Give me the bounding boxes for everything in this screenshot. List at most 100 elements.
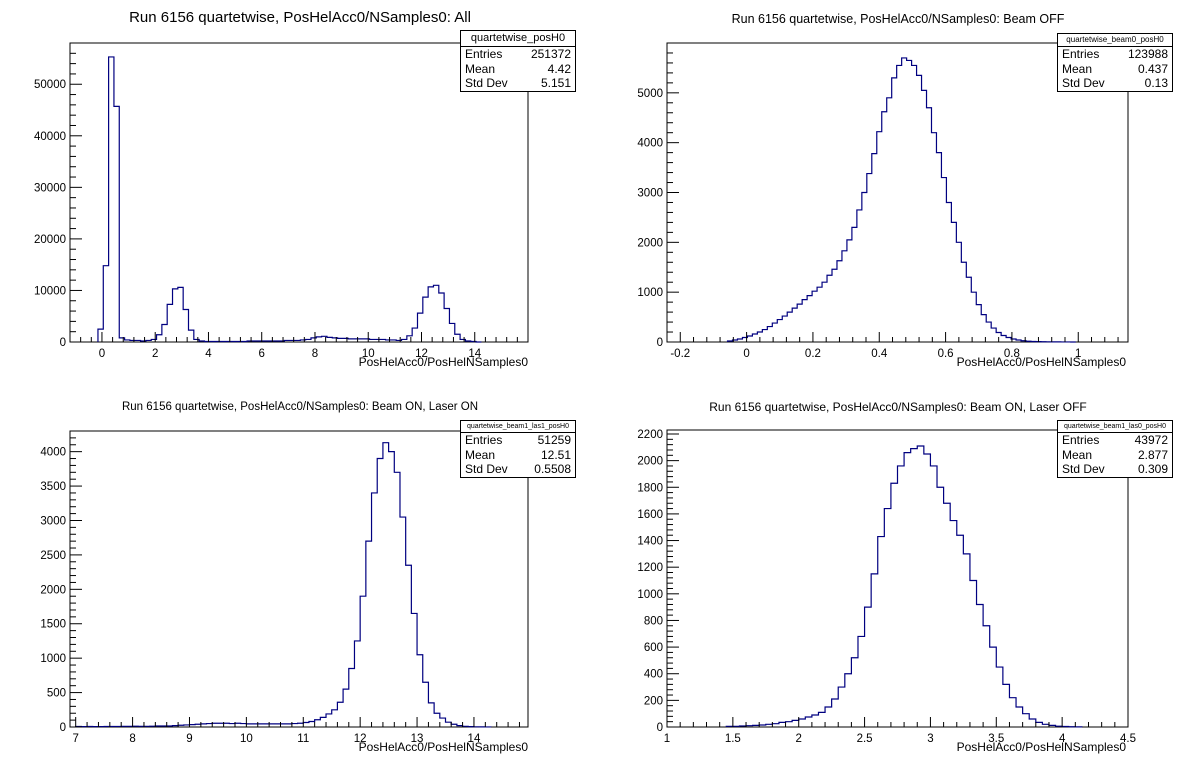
histogram-bin <box>428 703 434 727</box>
histogram-bin <box>827 275 832 342</box>
histogram-bin <box>366 541 372 727</box>
x-tick-label: 14 <box>468 348 481 360</box>
x-axis: 1 1.5 2 2.5 3 3.5 4 4.5 <box>664 717 1136 745</box>
histogram-bin <box>892 78 897 342</box>
x-tick-label: 0 <box>99 348 105 360</box>
stats-stddev-label: Std Dev <box>465 76 508 90</box>
histogram-bin <box>162 324 167 342</box>
histogram-bin <box>109 57 114 342</box>
y-tick-label: 2500 <box>40 550 66 562</box>
histogram-bin <box>157 335 162 342</box>
histogram-bins <box>728 58 1071 342</box>
x-tick-label: 0.8 <box>1004 348 1020 360</box>
histogram-bin <box>406 565 412 727</box>
histogram-bin <box>922 90 927 342</box>
x-tick-label: 2.5 <box>857 733 873 745</box>
stats-entries-value: 251372 <box>530 47 571 61</box>
histogram-bin <box>944 503 951 727</box>
histogram-bin <box>337 702 343 727</box>
histogram-plot: 0 10000 20000 30000 40000 50000 0 2 4 6 8 10 12 14 <box>34 42 529 360</box>
histogram-bin <box>178 287 183 342</box>
histogram-bin <box>867 174 872 342</box>
stats-entries-label: Entries <box>1062 433 1100 447</box>
x-tick-label: 3 <box>927 733 933 745</box>
x-tick-label: 1 <box>664 733 670 745</box>
histogram-outline <box>75 442 492 728</box>
x-tick-label: 0.2 <box>805 348 821 360</box>
histogram-bin <box>119 338 124 342</box>
x-tick-label: 13 <box>411 733 424 745</box>
x-axis-label: PosHelAcc0/PosHelNSamples0 <box>956 740 1126 754</box>
histogram-bin <box>434 713 440 727</box>
stats-mean-label: Mean <box>465 447 496 462</box>
stats-box: quartetwise_posH0 Entries 251372 Mean 4.42… <box>460 30 576 92</box>
y-tick-label: 20000 <box>34 234 66 246</box>
stats-entries-label: Entries <box>465 47 503 61</box>
stats-mean-label: Mean <box>1062 447 1093 462</box>
x-tick-label: 2 <box>796 733 802 745</box>
y-tick-label: 1800 <box>637 482 663 494</box>
panel-title: Run 6156 quartetwise, PosHelAcc0/NSample… <box>129 9 471 26</box>
histogram-bin <box>1016 707 1023 727</box>
x-tick-label: 2 <box>152 348 158 360</box>
histogram-bin <box>777 320 782 342</box>
x-tick-label: 8 <box>129 733 135 745</box>
histogram-bin <box>412 328 417 342</box>
y-tick-label: 500 <box>47 688 66 700</box>
histogram-bin <box>309 721 315 727</box>
stats-box-title: quartetwise_beam0_posH0 <box>1058 34 1172 47</box>
y-tick-label: 5000 <box>637 88 663 100</box>
histogram-bin <box>877 132 882 342</box>
y-tick-label: 1200 <box>637 562 663 574</box>
stats-entries-value: 51259 <box>537 433 571 447</box>
histogram-bin <box>825 707 832 727</box>
stats-box: quartetwise_beam1_las0_posH0 Entries 4397… <box>1057 420 1173 478</box>
stats-mean-value: 0.437 <box>1137 61 1168 76</box>
x-tick-label: -0.2 <box>670 348 690 360</box>
histogram-plot: 0 500 1000 1500 2000 2500 3000 3500 4000 7 8 9 10 11 1… <box>40 430 529 745</box>
histogram-bin <box>957 535 964 727</box>
histogram-bin <box>407 336 412 342</box>
stats-entries-label: Entries <box>1062 47 1100 61</box>
y-tick-label: 0 <box>657 722 663 734</box>
histogram-bin <box>417 655 423 727</box>
histogram-bin <box>871 574 878 727</box>
histogram-bin <box>904 453 911 727</box>
y-tick-label: 1000 <box>637 589 663 601</box>
plot-frame <box>666 429 1129 728</box>
histogram-bin <box>818 712 825 727</box>
histogram-bin <box>990 647 997 727</box>
histogram-bin <box>389 452 395 727</box>
x-axis-label: PosHelAcc0/PosHelNSamples0 <box>358 355 528 369</box>
histogram-bin <box>1036 722 1043 727</box>
histogram-bin <box>917 75 922 342</box>
stats-stddev-label: Std Dev <box>1062 76 1105 90</box>
histogram-bin <box>976 305 981 342</box>
y-tick-label: 600 <box>644 642 663 654</box>
histogram-bin <box>303 723 309 727</box>
histogram-bin <box>767 327 772 342</box>
y-tick-label: 30000 <box>34 182 66 194</box>
y-tick-label: 0 <box>60 722 66 734</box>
histogram-bin <box>752 334 757 342</box>
histogram-outline <box>97 56 482 343</box>
x-tick-label: 4 <box>205 348 212 360</box>
histogram-plot: 0 1000 2000 3000 4000 5000 -0.2 0 0.2 0.4 0.6 0.8 1 <box>637 42 1129 360</box>
histogram-bin <box>897 65 902 342</box>
x-tick-label: 10 <box>362 348 375 360</box>
histogram-bin <box>930 466 937 727</box>
histogram-bin <box>911 449 918 727</box>
histogram-bin <box>842 251 847 342</box>
histogram-bin <box>941 178 946 342</box>
histogram-bin <box>887 98 892 342</box>
y-tick-label: 3500 <box>40 481 66 493</box>
histogram-bin <box>907 60 912 342</box>
histogram-bin <box>400 517 406 727</box>
y-tick-label: 400 <box>644 669 663 681</box>
y-tick-label: 200 <box>644 695 663 707</box>
histogram-bin <box>857 210 862 342</box>
histogram-plot: 0 200 400 600 800 1000 1200 1400 1600 1800 2000 220… <box>637 429 1136 745</box>
histogram-bin <box>417 313 422 342</box>
histogram-bin <box>439 293 444 342</box>
histogram-bin <box>1003 684 1010 727</box>
